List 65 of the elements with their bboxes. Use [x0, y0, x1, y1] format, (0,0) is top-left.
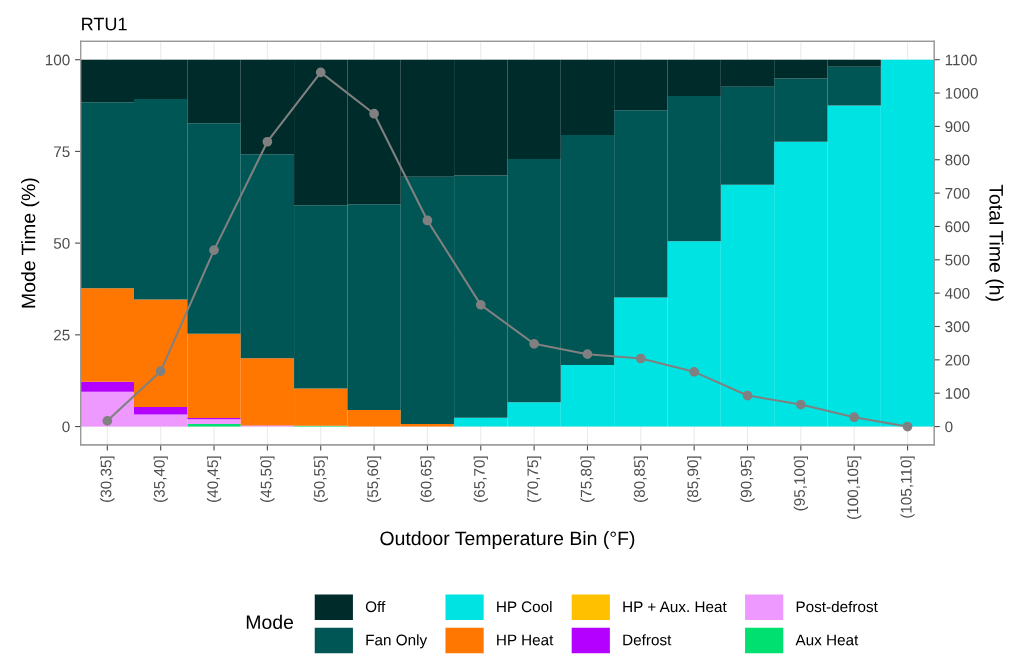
- point: [209, 245, 219, 255]
- point: [262, 136, 273, 147]
- y2-tick-label: 1000: [945, 87, 979, 99]
- legend-label: HP Cool: [497, 600, 552, 613]
- point: [689, 366, 700, 377]
- y2-axis-title: Total Time (h): [985, 184, 1004, 301]
- y-tick-label: 0: [62, 421, 70, 433]
- y2-tick-label: 800: [945, 154, 970, 166]
- point: [582, 349, 593, 360]
- x-tick-label: (50,55]: [313, 456, 328, 502]
- chart-title: RTU1: [82, 17, 127, 31]
- x-tick-label: (35,40]: [153, 456, 168, 502]
- point: [155, 366, 166, 377]
- x-tick-label: (100,105]: [847, 456, 862, 519]
- bar: [80, 381, 135, 392]
- legend-label: HP + Aux. Heat: [623, 601, 727, 613]
- legend-label: Aux Heat: [795, 634, 859, 646]
- x-tick-label: (30,35]: [100, 456, 115, 502]
- point: [635, 353, 646, 364]
- y-tick-label: 50: [53, 237, 70, 249]
- x-tick-label: (45,50]: [260, 456, 275, 502]
- point: [529, 338, 539, 349]
- legend-label: Post-defrost: [796, 600, 878, 613]
- y-tick-label: 100: [45, 54, 70, 66]
- y-tick-label: 25: [54, 329, 70, 341]
- y-axis-title: Mode Time (%): [21, 178, 40, 308]
- x-axis-title: Outdoor Temperature Bin (°F): [380, 530, 635, 550]
- y2-tick-label: 300: [945, 321, 970, 333]
- x-tick-label: (90,95]: [740, 456, 755, 502]
- bar: [134, 407, 188, 415]
- legend-label: Defrost: [623, 634, 672, 646]
- legend-label: HP Heat: [497, 634, 554, 646]
- point: [849, 412, 860, 423]
- point: [742, 390, 753, 401]
- point: [369, 108, 379, 119]
- y2-tick-label: 900: [945, 121, 970, 133]
- x-tick-label: (105,110]: [900, 456, 915, 518]
- bar: [187, 423, 241, 427]
- y2-tick-label: 1100: [945, 54, 977, 66]
- point: [422, 215, 433, 226]
- point: [102, 416, 113, 426]
- x-tick-label: (85,90]: [687, 456, 702, 502]
- x-tick-label: (65,70]: [473, 456, 488, 502]
- legend-title: Mode: [246, 614, 294, 630]
- x-tick-label: (80,85]: [633, 456, 648, 502]
- y2-tick-label: 700: [945, 187, 970, 199]
- y2-tick-label: 400: [944, 288, 970, 299]
- point: [795, 399, 806, 410]
- legend-label: Fan Only: [366, 634, 428, 649]
- y2-tick-label: 100: [945, 388, 970, 399]
- point: [315, 67, 326, 78]
- x-tick-label: (55,60]: [366, 456, 382, 502]
- x-tick-label: (40,45]: [206, 456, 222, 502]
- y2-tick-label: 0: [945, 421, 953, 433]
- y2-tick-label: 600: [945, 221, 970, 233]
- legend-label: Off: [365, 600, 386, 613]
- point: [902, 421, 913, 432]
- y-tick-label: 75: [54, 146, 70, 158]
- y2-tick-label: 200: [945, 354, 970, 366]
- x-tick-label: (70,75]: [526, 456, 542, 502]
- x-tick-label: (60,65]: [420, 456, 435, 502]
- x-tick-label: (95,100]: [793, 456, 808, 511]
- point: [475, 299, 486, 310]
- y2-tick-label: 500: [945, 254, 970, 266]
- x-tick-label: (75,80]: [580, 456, 595, 502]
